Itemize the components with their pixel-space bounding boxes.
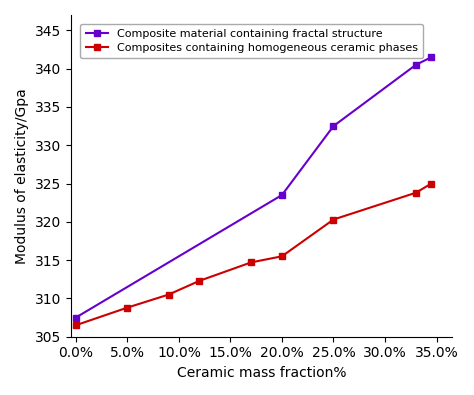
- Composites containing homogeneous ceramic phases: [428, 181, 434, 186]
- Composites containing homogeneous ceramic phases: [413, 190, 419, 195]
- Composite material containing fractal structure: [331, 124, 337, 128]
- Composites containing homogeneous ceramic phases: [331, 217, 337, 222]
- Composites containing homogeneous ceramic phases: [248, 260, 254, 265]
- Composites containing homogeneous ceramic phases: [197, 278, 202, 283]
- Composites containing homogeneous ceramic phases: [125, 305, 130, 310]
- Composites containing homogeneous ceramic phases: [279, 254, 285, 259]
- Composite material containing fractal structure: [73, 315, 79, 320]
- Line: Composites containing homogeneous ceramic phases: Composites containing homogeneous cerami…: [73, 180, 435, 329]
- Composites containing homogeneous ceramic phases: [166, 292, 172, 297]
- Composites containing homogeneous ceramic phases: [73, 323, 79, 327]
- Y-axis label: Modulus of elasticity/Gpa: Modulus of elasticity/Gpa: [15, 88, 29, 264]
- Composite material containing fractal structure: [413, 62, 419, 67]
- X-axis label: Ceramic mass fraction%: Ceramic mass fraction%: [177, 366, 346, 380]
- Composite material containing fractal structure: [279, 193, 285, 198]
- Line: Composite material containing fractal structure: Composite material containing fractal st…: [73, 54, 435, 321]
- Legend: Composite material containing fractal structure, Composites containing homogeneo: Composite material containing fractal st…: [80, 24, 423, 58]
- Composite material containing fractal structure: [428, 55, 434, 60]
